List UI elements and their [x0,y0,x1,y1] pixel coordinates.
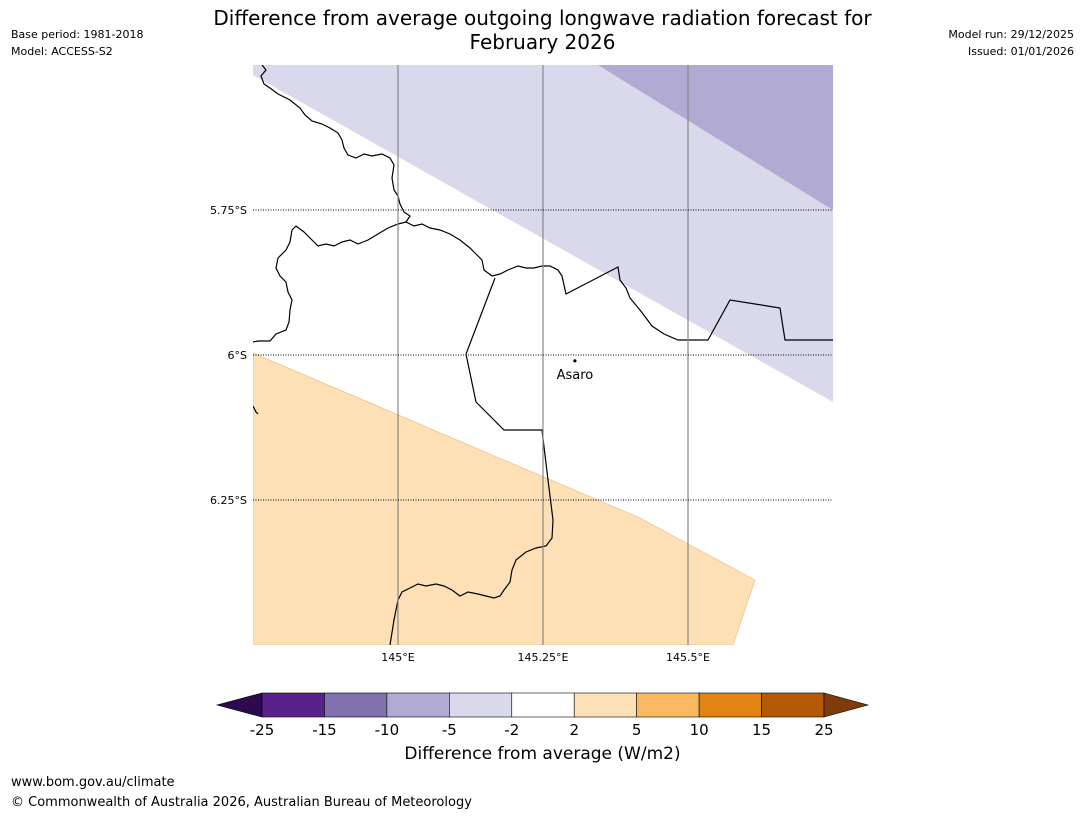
colorbar-title: Difference from average (W/m2) [404,744,681,764]
colorbar-segment [261,692,325,718]
colorbar-tick-label: 25 [814,721,833,739]
colorbar-segment [449,692,513,718]
colorbar-tick-label: -15 [312,721,337,739]
coastline-west-fragment [253,405,259,415]
anomaly-band-minus-10-to-minus-5 [598,65,833,210]
model-run: Model run: 29/12/2025 [948,28,1074,41]
colorbar-tick-label: -2 [504,721,519,739]
province-boundary [253,221,833,343]
place-marker [573,359,577,363]
colorbar-tick-label: 5 [632,721,642,739]
colorbar-tick-label: 15 [752,721,771,739]
colorbar-segment [386,692,450,718]
colorbar-tick-label: -5 [442,721,457,739]
lat-tick-label: 6°S [228,349,247,362]
issued-date: Issued: 01/01/2026 [967,45,1074,58]
lat-tick-label: 5.75°S [210,204,247,217]
colorbar-segment [698,692,762,718]
title-line-2: February 2026 [469,30,616,54]
anomaly-band-2-to-5 [253,352,756,645]
colorbar-segment [324,692,388,718]
map-panel: Asaro [253,65,833,645]
lon-tick-label: 145.5°E [666,651,710,664]
colorbar-tick-label: 2 [569,721,579,739]
colorbar-segment [761,692,825,718]
colorbar-segment [511,692,575,718]
graticule [253,65,833,645]
coastline-north [260,65,411,223]
footer-url[interactable]: www.bom.gov.au/climate [11,775,175,790]
footer-copyright: © Commonwealth of Australia 2026, Austra… [11,795,472,810]
lat-tick-label: 6.25°S [210,494,247,507]
title-line-1: Difference from average outgoing longwav… [213,6,872,30]
lon-tick-label: 145.25°E [518,651,569,664]
model-name: Model: ACCESS-S2 [11,45,113,58]
place-marker-group: Asaro [557,359,594,383]
district-boundary [389,277,554,645]
colorbar-segment [573,692,637,718]
colorbar-tick-label: -10 [375,721,400,739]
place-label: Asaro [557,368,594,383]
colorbar: -25 -15 -10 -5 -2 2 5 10 15 25 [215,692,870,739]
base-period: Base period: 1981-2018 [11,28,144,41]
axis-labels: 145°E 145.25°E 145.5°E 5.75°S 6°S 6.25°S [210,204,710,664]
page-title: Difference from average outgoing longwav… [0,6,1085,54]
colorbar-tick-label: -25 [250,721,275,739]
colorbar-extend-high [823,692,870,718]
lon-tick-label: 145°E [381,651,414,664]
colorbar-tick-label: 10 [690,721,709,739]
colorbar-extend-low [215,692,263,718]
colorbar-segment [636,692,700,718]
